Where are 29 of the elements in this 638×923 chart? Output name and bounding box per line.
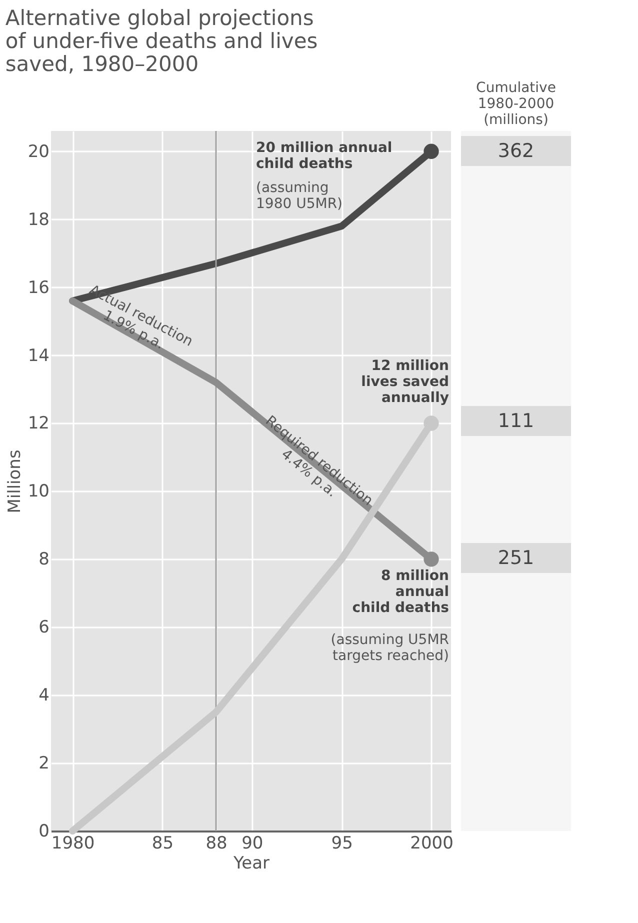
chart-title: Alternative global projections of under-five deaths and lives saved, 1980–2000 bbox=[5, 6, 318, 76]
x-tick-label: 90 bbox=[242, 834, 264, 854]
x-tick-label: 85 bbox=[152, 834, 174, 854]
x-tick-label: 88 bbox=[206, 834, 228, 854]
text: 362 bbox=[498, 140, 534, 162]
annotation: 20 million annual child deaths bbox=[256, 140, 392, 172]
y-tick-label: 12 bbox=[28, 414, 50, 434]
y-tick-label: 4 bbox=[38, 686, 50, 706]
y-tick-label: 14 bbox=[28, 346, 50, 366]
annotation: 8 million annual child deaths bbox=[352, 568, 449, 616]
y-tick-label: 2 bbox=[38, 754, 50, 774]
annotation: 12 million lives saved annually bbox=[361, 358, 449, 406]
text: 251 bbox=[498, 547, 534, 569]
annotation: (assuming U5MR targets reached) bbox=[330, 632, 450, 664]
y-tick-label: 8 bbox=[38, 550, 50, 570]
text: 111 bbox=[498, 410, 534, 432]
annotation: (assuming 1980 U5MR) bbox=[256, 180, 343, 212]
y-tick-label: 6 bbox=[38, 618, 50, 638]
x-tick-label: 95 bbox=[331, 834, 353, 854]
y-tick-label: 18 bbox=[28, 210, 50, 230]
y-axis-title: Millions bbox=[4, 450, 25, 514]
text: Cumulative 1980-2000 (millions) bbox=[476, 80, 556, 128]
y-tick-label: 10 bbox=[28, 482, 50, 502]
x-tick-label: 1980 bbox=[51, 834, 95, 854]
y-tick-label: 20 bbox=[28, 142, 50, 162]
y-tick-label: 0 bbox=[38, 822, 50, 842]
x-axis-title: Year bbox=[232, 854, 270, 874]
x-tick-label: 2000 bbox=[410, 834, 454, 854]
y-tick-label: 16 bbox=[28, 278, 50, 298]
